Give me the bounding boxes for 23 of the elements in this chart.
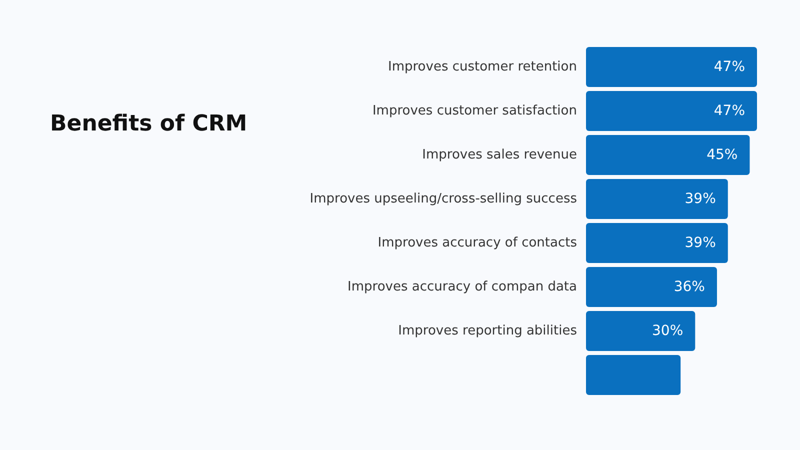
y-tick-label: Improves customer retention [388,60,577,74]
y-tick-label: Improves accuracy of contacts [378,236,578,250]
data-label: 47% [714,59,745,75]
bar [586,266,717,308]
bar [586,134,750,176]
bar [586,90,757,132]
y-tick-label: Improves customer satisfaction [372,104,577,118]
data-label: 45% [706,147,738,163]
data-label: 39% [684,191,716,207]
bar [586,354,681,396]
y-tick-label: Improves upseeling/cross-selling success [310,192,578,206]
y-tick-label: Improves sales revenue [422,148,577,162]
bar [586,222,728,264]
text: Benefits of CRM [50,112,248,136]
bar [586,46,757,88]
bar [586,310,696,352]
y-tick-label: Improves accuracy of compan data [348,280,577,294]
bar [586,178,728,220]
data-label: 39% [684,235,716,251]
y-tick-label: Improves reporting abilities [398,324,578,338]
data-label: 36% [674,279,705,295]
data-label: 30% [652,323,684,339]
data-label: 47% [714,103,745,119]
